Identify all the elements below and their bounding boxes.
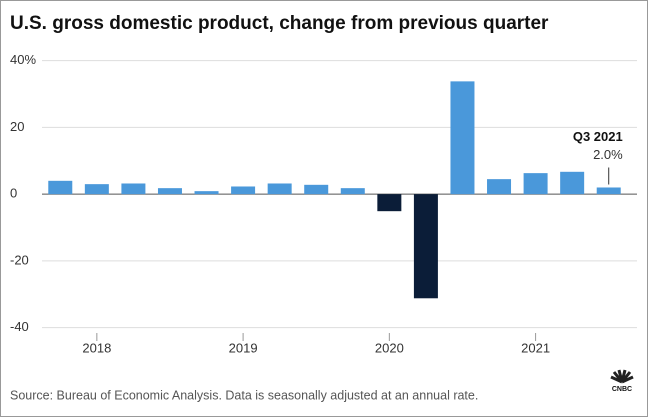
x-tick-label: 2021 bbox=[521, 340, 550, 355]
x-tick-label: 2019 bbox=[229, 340, 258, 355]
y-tick-label: 40% bbox=[10, 52, 36, 67]
x-tick-label: 2018 bbox=[82, 340, 111, 355]
annotation: Q3 2021 bbox=[573, 129, 623, 144]
logo-peacock bbox=[610, 369, 634, 384]
bar bbox=[194, 191, 219, 195]
logo-text: CNBC bbox=[612, 386, 632, 393]
logo: CNBC bbox=[610, 369, 634, 393]
x-tick-label: 2020 bbox=[375, 340, 404, 355]
bar bbox=[560, 171, 585, 195]
chart-title: U.S. gross domestic product, change from… bbox=[10, 13, 549, 34]
source: Source: Bureau of Economic Analysis. Dat… bbox=[10, 388, 478, 402]
bar bbox=[450, 81, 475, 195]
bar bbox=[340, 188, 365, 195]
y-tick-label: -40 bbox=[10, 319, 29, 334]
bar bbox=[157, 188, 182, 195]
bar bbox=[413, 194, 438, 299]
bar bbox=[487, 179, 512, 195]
bar bbox=[48, 180, 73, 195]
bar bbox=[231, 186, 256, 195]
bar bbox=[121, 183, 146, 195]
bar bbox=[377, 194, 402, 212]
value-label: 2.0% bbox=[593, 147, 623, 162]
bar bbox=[596, 187, 621, 195]
y-tick-label: 0 bbox=[10, 186, 17, 201]
bar bbox=[523, 173, 548, 195]
bar bbox=[267, 183, 292, 195]
y-tick-label: -20 bbox=[10, 252, 29, 267]
bar bbox=[304, 184, 329, 195]
y-tick-label: 20 bbox=[10, 119, 24, 134]
bar bbox=[84, 184, 109, 195]
